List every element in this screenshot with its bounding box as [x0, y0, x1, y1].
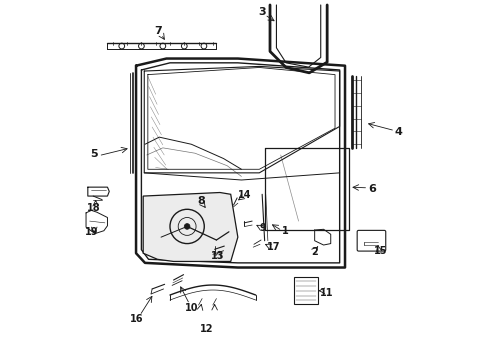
Text: 11: 11 [320, 288, 334, 297]
Text: 4: 4 [394, 127, 403, 137]
Text: 10: 10 [185, 302, 198, 312]
Text: 13: 13 [211, 251, 224, 261]
Text: 7: 7 [154, 26, 162, 36]
Text: 5: 5 [90, 149, 98, 158]
Text: 14: 14 [238, 190, 252, 200]
Text: 19: 19 [85, 227, 99, 237]
Text: 12: 12 [200, 324, 214, 334]
Polygon shape [143, 193, 238, 261]
Text: 17: 17 [267, 242, 280, 252]
Text: 1: 1 [282, 226, 289, 237]
Text: 15: 15 [374, 246, 388, 256]
Text: 16: 16 [130, 314, 143, 324]
Circle shape [184, 224, 190, 229]
Text: 6: 6 [368, 184, 376, 194]
Text: 2: 2 [311, 247, 318, 257]
Text: 3: 3 [258, 7, 266, 17]
Text: 8: 8 [197, 197, 205, 206]
Text: 18: 18 [87, 203, 101, 213]
Text: 9: 9 [260, 223, 267, 233]
